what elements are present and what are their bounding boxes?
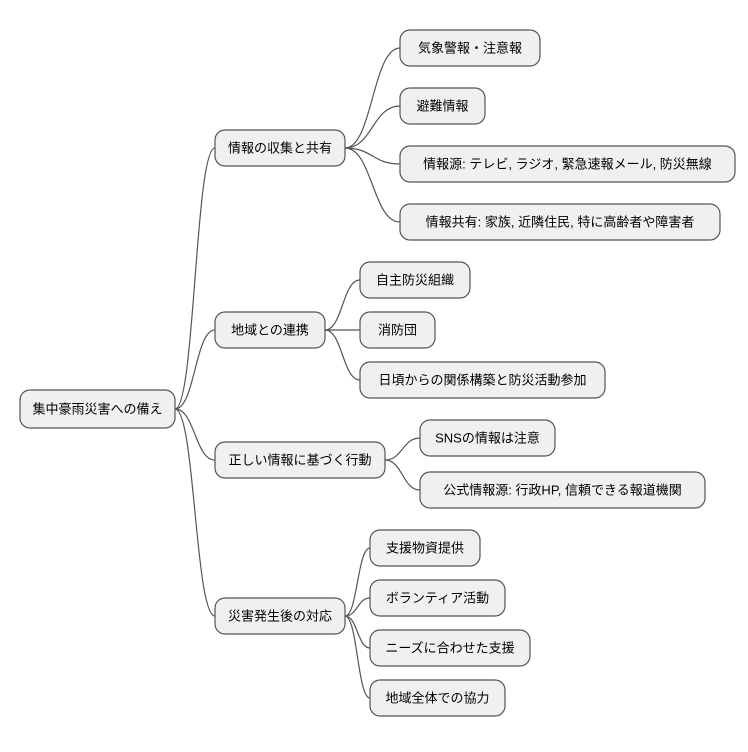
node-l13: 情報源: テレビ, ラジオ, 緊急速報メール, 防災無線 (400, 146, 735, 182)
edge (345, 616, 370, 698)
node-label: ニーズに合わせた支援 (385, 641, 514, 656)
node-l12: 避難情報 (400, 88, 485, 124)
node-label: 地域全体での協力 (385, 691, 489, 706)
edge (345, 106, 400, 148)
edge (175, 330, 215, 409)
edge (385, 460, 420, 490)
node-label: 災害発生後の対応 (228, 609, 332, 624)
node-l14: 情報共有: 家族, 近隣住民, 特に高齢者や障害者 (400, 204, 720, 240)
node-label: 気象警報・注意報 (418, 41, 522, 56)
edge (325, 280, 360, 330)
node-l11: 気象警報・注意報 (400, 30, 540, 66)
node-b3: 正しい情報に基づく行動 (215, 442, 385, 478)
node-label: 支援物資提供 (386, 541, 464, 556)
node-b1: 情報の収集と共有 (215, 130, 345, 166)
node-label: 地域との連携 (231, 323, 309, 338)
node-label: SNSの情報は注意 (435, 431, 540, 446)
node-l32: 公式情報源: 行政HP, 信頼できる報道機関 (420, 472, 705, 508)
node-l44: 地域全体での協力 (370, 680, 505, 716)
mindmap-canvas: 集中豪雨災害への備え 情報の収集と共有地域との連携正しい情報に基づく行動災害発生後… (0, 0, 748, 752)
node-l31: SNSの情報は注意 (420, 420, 555, 456)
node-label: ボランティア活動 (386, 591, 489, 606)
node-l42: ボランティア活動 (370, 580, 505, 616)
node-label: 情報の収集と共有 (228, 141, 332, 156)
node-l22: 消防団 (360, 312, 435, 348)
node-label: 集中豪雨災害への備え (32, 402, 162, 417)
node-root: 集中豪雨災害への備え (20, 390, 175, 428)
node-b4: 災害発生後の対応 (215, 598, 345, 634)
node-label: 正しい情報に基づく行動 (228, 453, 371, 468)
node-label: 避難情報 (416, 99, 468, 114)
node-l21: 自主防災組織 (360, 262, 470, 298)
edge (345, 548, 370, 616)
node-label: 情報源: テレビ, ラジオ, 緊急速報メール, 防災無線 (423, 157, 712, 172)
node-label: 日頃からの関係構築と防災活動参加 (378, 373, 586, 388)
edge (345, 48, 400, 148)
node-l41: 支援物資提供 (370, 530, 480, 566)
node-label: 公式情報源: 行政HP, 信頼できる報道機関 (443, 483, 682, 498)
edge (325, 330, 360, 380)
edge (175, 409, 215, 616)
node-b2: 地域との連携 (215, 312, 325, 348)
node-label: 消防団 (378, 323, 417, 338)
node-l43: ニーズに合わせた支援 (370, 630, 530, 666)
node-label: 自主防災組織 (376, 273, 454, 288)
node-l23: 日頃からの関係構築と防災活動参加 (360, 362, 605, 398)
node-label: 情報共有: 家族, 近隣住民, 特に高齢者や障害者 (426, 215, 695, 230)
edge (345, 148, 400, 222)
edge (385, 438, 420, 460)
edge (345, 616, 370, 648)
